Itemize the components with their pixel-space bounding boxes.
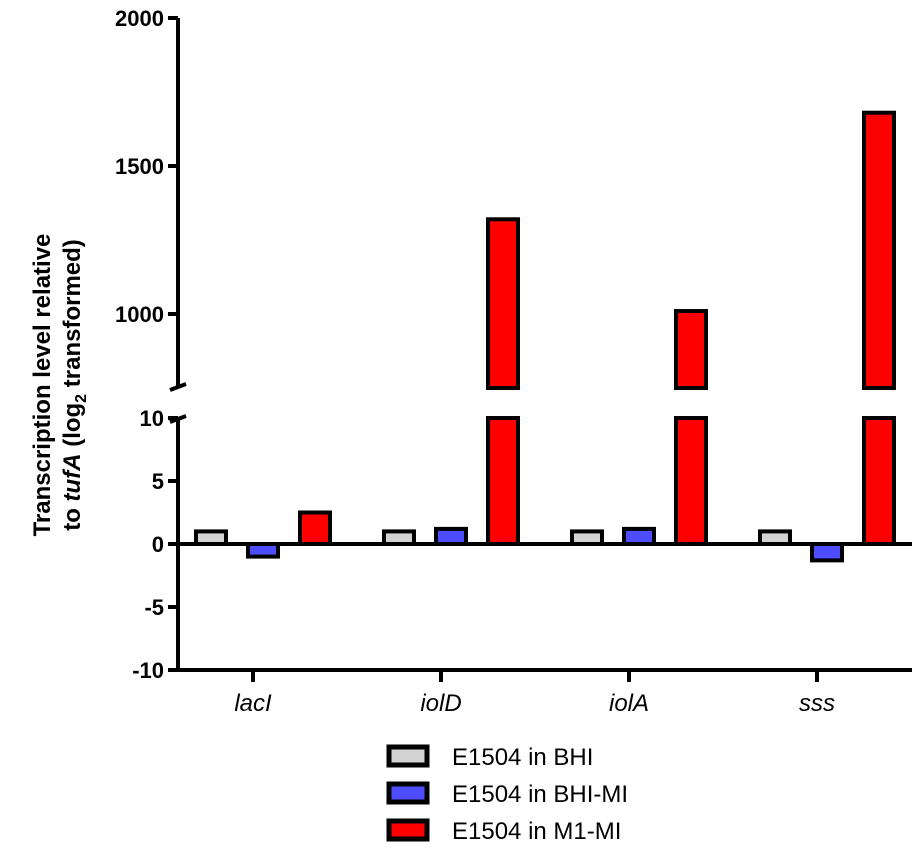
y-tick-label: 5 [152, 469, 164, 494]
axis-break-mark [169, 382, 187, 392]
y-axis-label-line1: Transcription level relative [29, 234, 56, 537]
legend-swatch [386, 781, 430, 805]
legend-label: E1504 in BHI-MI [452, 781, 628, 808]
legend-swatch [386, 818, 430, 842]
bar [246, 542, 280, 559]
bar [194, 529, 228, 547]
bar [486, 416, 520, 546]
bars [194, 110, 896, 563]
bar [434, 526, 468, 547]
bar [622, 526, 656, 547]
y-tick-label: 2000 [115, 6, 164, 31]
bar [862, 110, 896, 390]
y-axis-label-line2: to tufA (log2 transformed) [59, 239, 90, 531]
bar [674, 416, 708, 546]
y-tick-label: 1000 [115, 302, 164, 327]
category-labels: lacI iolD iolA sss [234, 690, 835, 717]
bar [382, 529, 416, 547]
x-tick-label: iolA [609, 690, 649, 717]
bar [570, 529, 604, 547]
y-tick-label: -10 [132, 658, 164, 683]
x-tick-label: sss [799, 690, 835, 717]
legend-label: E1504 in BHI [452, 744, 593, 771]
x-tick-label: lacI [234, 690, 272, 717]
legend: E1504 in BHI E1504 in BHI-MI E1504 in M1-M… [386, 744, 628, 845]
bar [810, 542, 844, 563]
y-axis-label: Transcription level relative to tufA (lo… [29, 234, 90, 537]
legend-label: E1504 in M1-MI [452, 818, 621, 845]
y-tick-label: -5 [144, 595, 164, 620]
y-tick-label: 1500 [115, 154, 164, 179]
legend-swatch [386, 744, 430, 768]
y-tick-label: 0 [152, 532, 164, 557]
y-tick-label: 10 [140, 406, 164, 431]
bar [862, 416, 896, 546]
bar [758, 529, 792, 547]
bar [674, 309, 708, 391]
bar [298, 510, 332, 546]
x-tick-label: iolD [420, 690, 461, 717]
bar [486, 217, 520, 390]
